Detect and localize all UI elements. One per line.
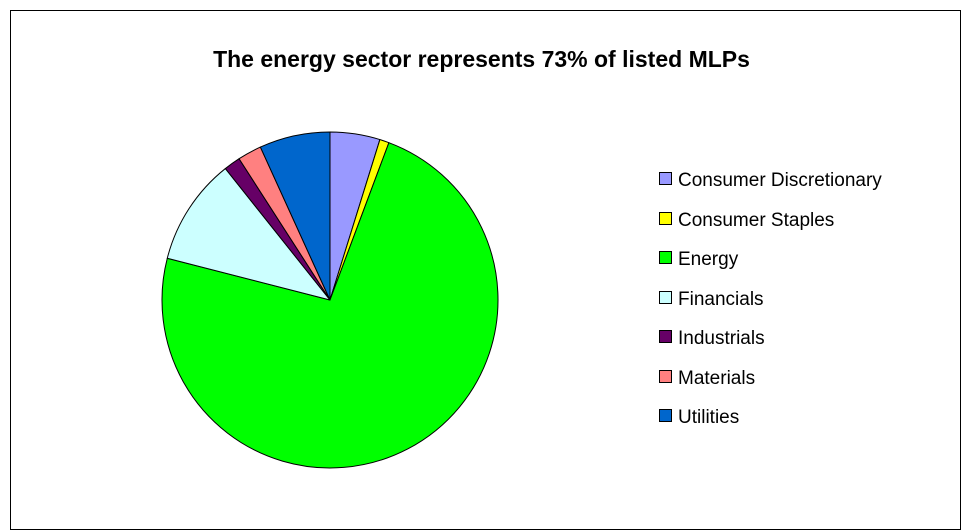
legend-swatch — [659, 330, 672, 344]
legend-item: Energy — [659, 250, 882, 290]
pie-slice-utilities — [259, 131, 331, 301]
legend-label: Consumer Staples — [678, 209, 835, 231]
legend-swatch — [659, 290, 672, 304]
legend-item: Consumer Staples — [659, 209, 882, 251]
legend-swatch — [659, 369, 672, 383]
pie-slices — [161, 131, 499, 469]
legend-item: Materials — [659, 367, 882, 409]
legend: Consumer Discretionary Consumer Staples En… — [659, 171, 882, 448]
legend-item: Utilities — [659, 408, 882, 448]
legend-item: Consumer Discretionary — [659, 171, 882, 211]
legend-item: Financials — [659, 288, 882, 330]
chart-frame: The energy sector represents 73% of list… — [10, 10, 961, 530]
legend-label: Consumer Discretionary — [678, 170, 882, 191]
legend-label: Industrials — [678, 328, 765, 349]
pie-slice-energy — [161, 142, 499, 469]
legend-swatch — [659, 211, 672, 225]
legend-label: Materials — [678, 367, 756, 389]
legend-label: Utilities — [678, 407, 740, 428]
legend-swatch — [659, 172, 672, 186]
legend-label: Financials — [678, 288, 764, 310]
chart-title: The energy sector represents 73% of list… — [213, 46, 750, 72]
legend-swatch — [659, 251, 672, 265]
legend-swatch — [659, 409, 672, 423]
legend-label: Energy — [678, 249, 739, 270]
legend-item: Industrials — [659, 329, 882, 369]
pie-chart — [161, 131, 499, 469]
pie-slice-financials — [166, 168, 331, 301]
